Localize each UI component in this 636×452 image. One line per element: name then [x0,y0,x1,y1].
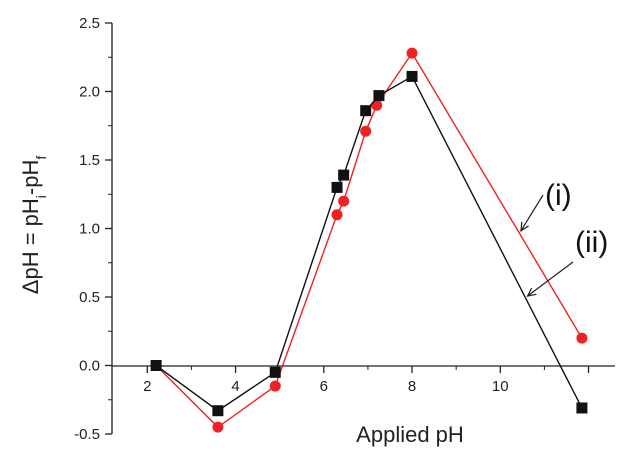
y-tick-label: 2.5 [79,15,100,32]
annotation-i: (i) [545,179,572,212]
data-point [373,90,385,102]
x-tick-label: 6 [320,378,328,395]
data-point [212,405,224,417]
data-point [576,402,588,414]
x-tick-label: 10 [492,378,509,395]
data-point [338,169,350,181]
data-point [331,209,343,221]
annotation-layer: (i) (ii) [520,179,608,297]
x-tick-label: 2 [143,378,151,395]
y-axis-title-sub-f: f [33,156,49,160]
data-point [331,181,343,193]
data-point [269,380,281,392]
y-axis-title: ΔpH = pHi-pHf [18,156,49,295]
y-tick-label: 0.0 [79,358,100,375]
annotation-i-arrow-head [520,221,529,232]
y-axis-title-sub-i: i [33,195,49,198]
x-tick-label: 4 [231,378,239,395]
series-ii [150,70,588,417]
y-tick-label: 0.5 [79,289,100,306]
data-point [406,47,418,59]
data-point [150,360,162,371]
annotation-ii-arrow-head [526,287,537,297]
y-tick-label: 2.0 [79,84,100,101]
data-point [360,125,372,137]
annotation-ii-arrow [527,261,574,297]
axes [111,23,615,434]
data-point [360,105,372,117]
annotation-ii: (ii) [575,226,608,259]
data-point [338,195,350,207]
y-tick-label: -0.5 [74,426,100,443]
y-axis-title-main: ΔpH = pH [18,198,43,294]
y-axis-title-sep: -pH [18,160,43,195]
data-point [212,421,224,433]
series-layer [150,47,588,433]
data-point [371,99,383,111]
x-axis-title: Applied pH [356,422,464,447]
annotation-i-arrow [520,194,544,232]
data-point [576,332,588,344]
x-tick-label: 8 [408,378,416,395]
series-line [155,75,583,412]
data-point [406,70,418,82]
y-tick-label: 1.5 [79,152,100,169]
ticks: -0.5 0.0 0.5 1.0 1.5 2.0 2.5 2 4 6 8 10 [74,15,590,443]
y-tick-label: 1.0 [79,221,100,238]
series-i [150,47,588,433]
data-point [269,366,281,378]
